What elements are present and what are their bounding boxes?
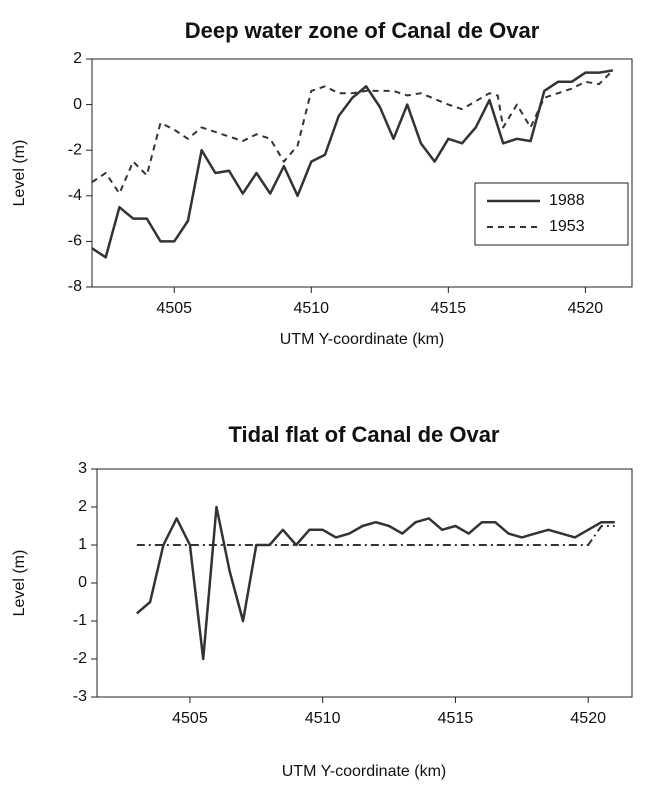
y-tick-label: 0: [78, 574, 87, 591]
x-tick-label: 4510: [305, 710, 341, 727]
legend-label: 1988: [549, 192, 585, 209]
y-tick-label: -3: [73, 688, 87, 705]
y-tick-label: 2: [73, 50, 82, 67]
y-tick-label: 0: [73, 96, 82, 113]
x-tick-label: 4510: [293, 300, 329, 317]
x-tick-label: 4505: [172, 710, 208, 727]
x-tick-label: 4515: [438, 710, 474, 727]
y-tick-label: 3: [78, 460, 87, 477]
legend-box: [474, 182, 629, 246]
y-axis-label: Level (m): [11, 550, 28, 617]
data-line: [91, 69, 614, 259]
y-tick-label: -8: [68, 278, 82, 295]
data-line: [136, 505, 615, 661]
data-line: [136, 525, 615, 546]
x-axis-label: UTM Y-coordinate (km): [282, 763, 447, 780]
data-line: [91, 69, 614, 195]
y-axis-label: Level (m): [11, 140, 28, 207]
x-axis-label: UTM Y-coordinate (km): [280, 331, 445, 348]
legend-label: 1953: [549, 218, 585, 235]
chart-title: Tidal flat of Canal de Ovar: [229, 422, 500, 447]
plot-frame: [91, 58, 633, 288]
y-tick-label: -4: [68, 187, 82, 204]
y-tick-label: -2: [73, 650, 87, 667]
y-tick-label: -1: [73, 612, 87, 629]
x-tick-label: 4520: [568, 300, 604, 317]
y-tick-label: 1: [78, 536, 87, 553]
x-tick-label: 4520: [570, 710, 606, 727]
plot-frame: [96, 468, 633, 698]
y-tick-label: -2: [68, 141, 82, 158]
y-tick-label: 2: [78, 498, 87, 515]
x-tick-label: 4505: [156, 300, 192, 317]
y-tick-label: -6: [68, 233, 82, 250]
x-tick-label: 4515: [431, 300, 467, 317]
chart-title: Deep water zone of Canal de Ovar: [185, 18, 540, 43]
